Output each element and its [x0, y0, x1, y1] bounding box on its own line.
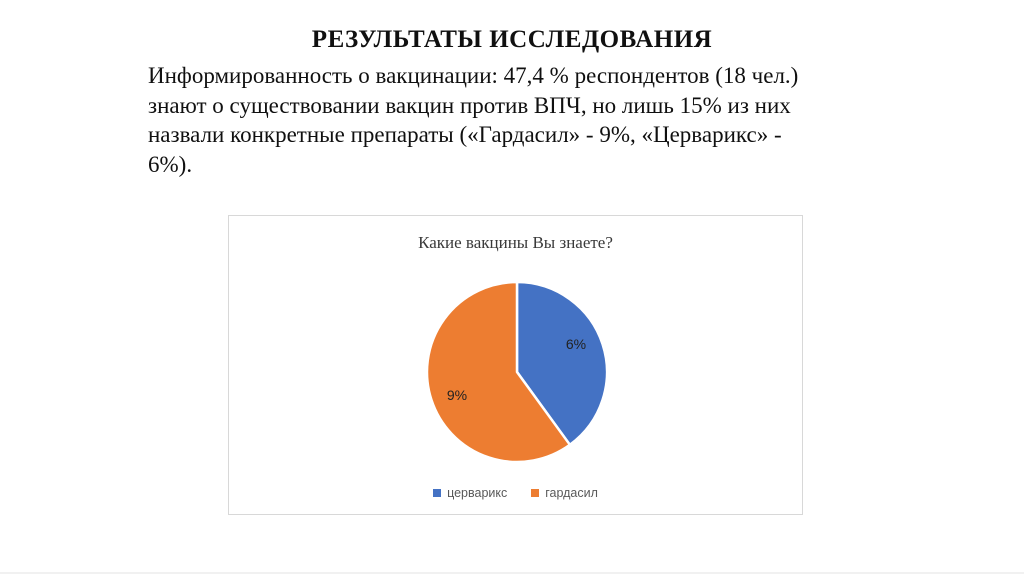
chart-title: Какие вакцины Вы знаете?: [418, 233, 613, 252]
pie-slice-cervarix: [515, 280, 609, 447]
pie-slice-gardasil: [425, 280, 572, 464]
body-line: знают о существовании вакцин против ВПЧ,…: [148, 92, 791, 118]
legend-swatch-orange-icon: [531, 489, 540, 497]
slide-title: РЕЗУЛЬТАТЫ ИССЛЕДОВАНИЯ: [311, 26, 713, 53]
slide-body-paragraph: Информированность о вакцинации: 47,4 % р…: [148, 61, 918, 179]
data-label-gardasil: 9%: [446, 387, 468, 403]
data-label-cervarix: 6%: [565, 336, 587, 352]
legend-label: гардасил: [545, 486, 598, 500]
chart-legend: церварикс гардасил: [229, 486, 802, 500]
body-line: 6%).: [148, 151, 193, 177]
pie-chart-container: Какие вакцины Вы знаете? 6% 9% церварикс…: [228, 215, 803, 515]
pie-chart: [425, 280, 609, 464]
body-line: Информированность о вакцинации: 47,4 % р…: [148, 63, 799, 88]
slide-bottom-divider: [0, 572, 1024, 574]
body-line: назвали конкретные препараты («Гардасил»…: [148, 122, 782, 147]
legend-item-cervarix: церварикс: [433, 486, 507, 500]
legend-label: церварикс: [447, 486, 508, 500]
legend-item-gardasil: гардасил: [531, 486, 598, 500]
legend-swatch-blue-icon: [433, 489, 442, 497]
